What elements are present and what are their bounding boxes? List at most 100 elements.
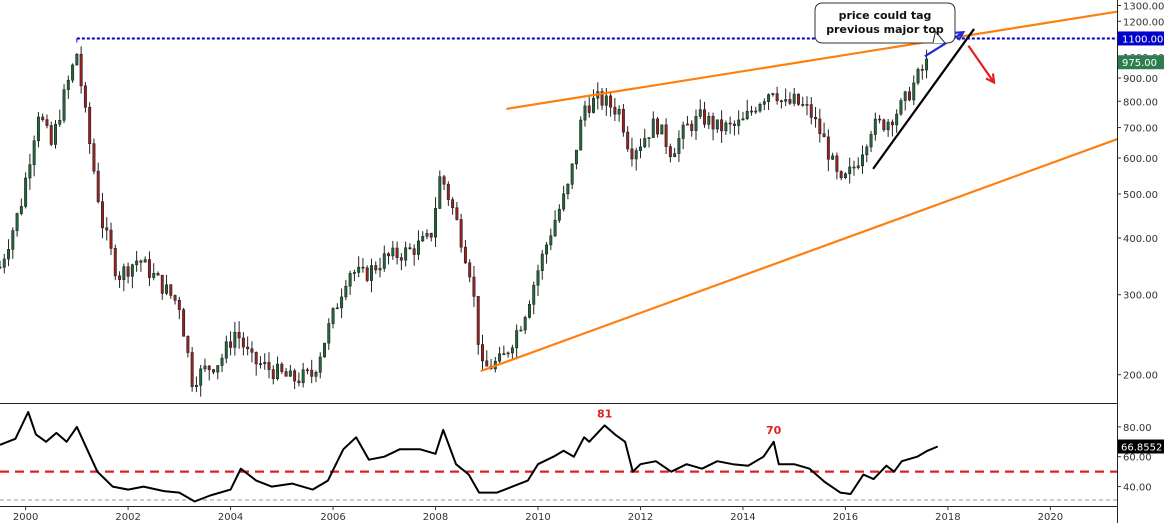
candle-up	[58, 119, 62, 125]
callout-bubble	[814, 2, 956, 44]
candle-down	[472, 276, 476, 297]
candle-up	[741, 118, 745, 121]
osc-tick-label: 80.00	[1123, 423, 1152, 434]
candle-down	[96, 170, 100, 203]
candle-down	[374, 265, 378, 271]
candle-down	[818, 118, 822, 135]
candle-up	[122, 266, 126, 280]
candle-down	[690, 123, 694, 131]
candle-up	[510, 347, 514, 354]
candle-up	[344, 285, 348, 298]
candle-up	[758, 103, 762, 112]
candle-down	[126, 266, 130, 277]
candle-down	[267, 361, 271, 370]
candle-down	[481, 344, 484, 362]
candle-down	[801, 104, 805, 106]
candle-up	[498, 353, 502, 362]
candle-up	[165, 284, 168, 294]
candle-down	[310, 369, 314, 377]
candle-up	[425, 233, 429, 237]
price-tick-label: 600.00	[1123, 154, 1158, 165]
candle-up	[62, 89, 66, 121]
candle-up	[194, 384, 198, 388]
candle-down	[711, 115, 715, 130]
candle-down	[839, 171, 843, 179]
candle-down	[621, 108, 625, 133]
candle-down	[775, 93, 779, 102]
candle-down	[451, 199, 455, 209]
callout-line-2: previous major top	[826, 23, 944, 36]
candle-up	[15, 213, 19, 231]
candle-up	[404, 247, 408, 261]
candle-up	[617, 108, 621, 115]
candle-down	[446, 183, 450, 200]
candle-up	[912, 82, 916, 101]
candle-up	[557, 208, 561, 221]
candle-down	[237, 332, 241, 339]
candle-down	[412, 248, 416, 255]
candle-down	[664, 124, 668, 147]
upper-channel-line	[506, 10, 1119, 110]
candle-up	[130, 264, 134, 277]
time-tick-label: 2020	[1038, 512, 1063, 523]
candle-down	[878, 118, 882, 121]
candle-down	[173, 295, 177, 301]
candle-up	[19, 206, 23, 214]
candle-up	[673, 153, 677, 158]
oscillator-panel: 81 70	[0, 407, 1117, 503]
candle-up	[421, 236, 425, 242]
down-arrow-head	[985, 73, 996, 85]
candle-up	[566, 183, 570, 195]
time-tick-label: 2016	[833, 512, 858, 523]
candle-down	[88, 106, 92, 144]
down-arrow-shaft	[967, 45, 995, 84]
candle-up	[532, 284, 536, 305]
price-candles	[0, 46, 929, 397]
candle-up	[258, 363, 262, 366]
candle-down	[442, 176, 446, 185]
candle-up	[681, 124, 685, 139]
candle-down	[160, 274, 164, 294]
candle-up	[570, 163, 574, 185]
candle-down	[890, 121, 894, 126]
candle-up	[54, 123, 57, 145]
candle-up	[895, 113, 899, 126]
candle-down	[476, 296, 480, 345]
candle-up	[724, 122, 728, 132]
candle-down	[468, 262, 472, 278]
candle-up	[391, 247, 395, 257]
candle-up	[843, 173, 847, 179]
candle-up	[314, 372, 318, 377]
candle-up	[916, 69, 920, 84]
candle-up	[352, 272, 356, 274]
candle-down	[83, 85, 87, 108]
candle-up	[199, 368, 203, 386]
candle-down	[305, 369, 309, 372]
candle-up	[856, 165, 860, 168]
candle-down	[169, 284, 173, 296]
candle-up	[378, 268, 382, 271]
candle-down	[814, 117, 818, 120]
candle-down	[284, 371, 288, 377]
price-tick-label: 500.00	[1123, 190, 1158, 201]
price-tick-label: 1200.00	[1123, 17, 1164, 28]
level-label-box	[1118, 31, 1164, 46]
candle-up	[335, 307, 339, 310]
candle-down	[728, 122, 732, 125]
candle-up	[643, 138, 647, 148]
candle-up	[233, 332, 237, 348]
candle-down	[703, 109, 707, 125]
candle-down	[754, 110, 758, 113]
osc-tick-label: 60.00	[1123, 453, 1152, 464]
candle-up	[263, 361, 267, 365]
candle-up	[224, 341, 228, 359]
candle-up	[869, 134, 873, 148]
price-tick-label: 1300.00	[1123, 1, 1164, 12]
time-tick-label: 2012	[628, 512, 653, 523]
candle-down	[463, 246, 467, 264]
candle-up	[792, 93, 796, 104]
candle-down	[600, 91, 604, 106]
candle-up	[549, 235, 553, 246]
last-price-label: 975.00	[1122, 58, 1157, 69]
